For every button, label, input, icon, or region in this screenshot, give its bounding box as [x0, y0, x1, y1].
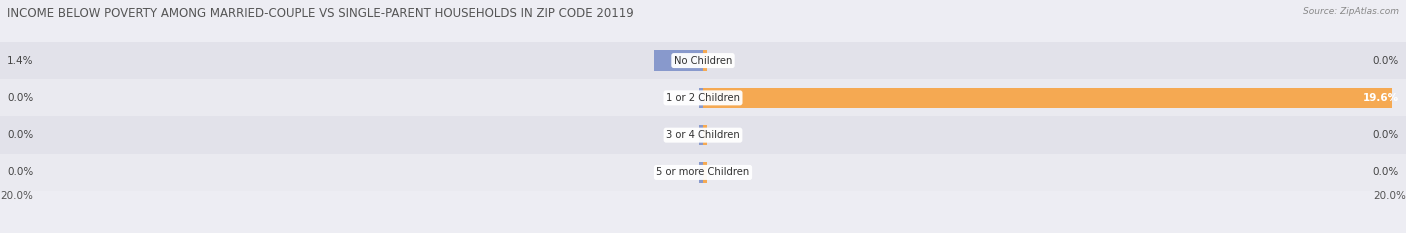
Bar — [699, 125, 703, 145]
Text: 1 or 2 Children: 1 or 2 Children — [666, 93, 740, 103]
Text: INCOME BELOW POVERTY AMONG MARRIED-COUPLE VS SINGLE-PARENT HOUSEHOLDS IN ZIP COD: INCOME BELOW POVERTY AMONG MARRIED-COUPL… — [7, 7, 634, 20]
Text: Source: ZipAtlas.com: Source: ZipAtlas.com — [1303, 7, 1399, 16]
Bar — [699, 162, 703, 183]
Text: 0.0%: 0.0% — [7, 93, 34, 103]
Text: 1.4%: 1.4% — [7, 56, 34, 65]
Text: 0.0%: 0.0% — [1372, 130, 1399, 140]
Bar — [703, 162, 707, 183]
Bar — [703, 88, 1392, 108]
Text: 0.0%: 0.0% — [1372, 56, 1399, 65]
Text: 0.0%: 0.0% — [7, 130, 34, 140]
Bar — [703, 50, 707, 71]
Bar — [0, 42, 1406, 79]
Text: 0.0%: 0.0% — [7, 168, 34, 177]
Bar — [699, 88, 703, 108]
Text: 20.0%: 20.0% — [0, 191, 32, 201]
Text: 5 or more Children: 5 or more Children — [657, 168, 749, 177]
Text: 0.0%: 0.0% — [1372, 168, 1399, 177]
Text: 3 or 4 Children: 3 or 4 Children — [666, 130, 740, 140]
Bar — [654, 50, 703, 71]
Text: 20.0%: 20.0% — [1374, 191, 1406, 201]
Text: 19.6%: 19.6% — [1362, 93, 1399, 103]
Bar — [703, 125, 707, 145]
Bar — [0, 154, 1406, 191]
Text: No Children: No Children — [673, 56, 733, 65]
Bar — [0, 79, 1406, 116]
Bar — [0, 116, 1406, 154]
